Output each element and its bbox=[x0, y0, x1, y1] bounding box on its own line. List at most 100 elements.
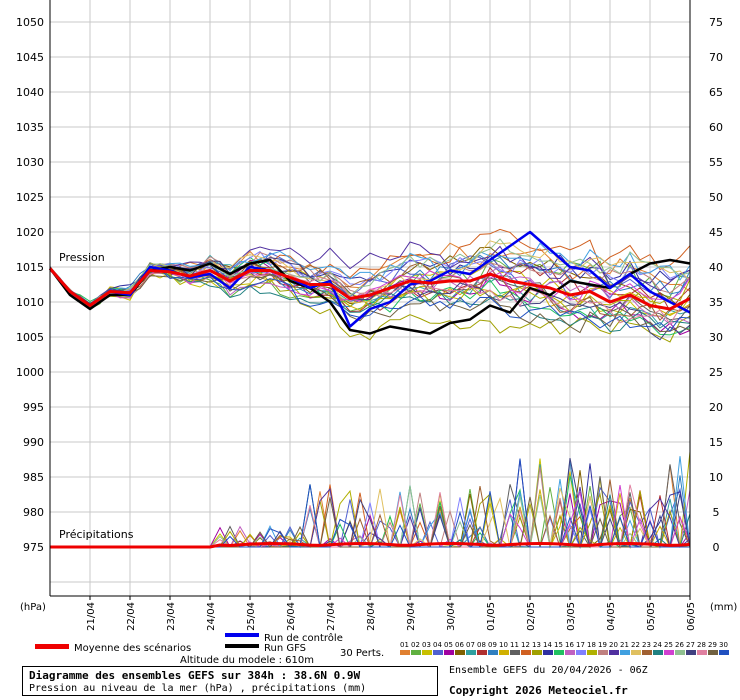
perturbation-number: 05 bbox=[444, 641, 453, 649]
perturbation-swatch bbox=[620, 650, 630, 655]
date-label: 26/04 bbox=[286, 602, 297, 631]
perturbation-number: 27 bbox=[686, 641, 695, 649]
perturbation-number: 20 bbox=[609, 641, 618, 649]
date-label: 22/04 bbox=[126, 602, 137, 631]
left-tick-label: 1045 bbox=[16, 51, 44, 64]
perturbation-number: 22 bbox=[631, 641, 640, 649]
left-tick-label: 980 bbox=[23, 506, 44, 519]
perturbation-swatch bbox=[444, 650, 454, 655]
date-label: 29/04 bbox=[406, 602, 417, 631]
perturbation-swatch bbox=[455, 650, 465, 655]
perturbation-pressure-line bbox=[49, 262, 691, 322]
perturbation-swatch bbox=[400, 650, 410, 655]
footer-box: Diagramme des ensembles GEFS sur 384h : … bbox=[22, 666, 438, 696]
right-tick-label: 45 bbox=[709, 226, 723, 239]
date-label: 25/04 bbox=[246, 602, 257, 631]
left-tick-label: 1040 bbox=[16, 86, 44, 99]
perturbation-swatch bbox=[565, 650, 575, 655]
left-tick-label: 1000 bbox=[16, 366, 44, 379]
date-label: 27/04 bbox=[326, 602, 337, 631]
date-label: 04/05 bbox=[606, 602, 617, 631]
left-tick-label: 1020 bbox=[16, 226, 44, 239]
perturbation-swatch bbox=[664, 650, 674, 655]
gfs-run-swatch bbox=[225, 644, 259, 648]
perturbation-swatch bbox=[554, 650, 564, 655]
perturbation-swatch bbox=[477, 650, 487, 655]
right-tick-label: 5 bbox=[713, 506, 720, 519]
perturbation-number: 23 bbox=[642, 641, 651, 649]
perturbation-swatch bbox=[587, 650, 597, 655]
left-tick-label: 1030 bbox=[16, 156, 44, 169]
perturbation-pressure-line bbox=[49, 268, 691, 325]
precipitation-label: Précipitations bbox=[59, 528, 134, 541]
pressure-label: Pression bbox=[59, 251, 105, 264]
right-tick-label: 20 bbox=[709, 401, 723, 414]
perturbation-number: 06 bbox=[455, 641, 464, 649]
date-label: 05/05 bbox=[646, 602, 657, 631]
left-tick-label: 975 bbox=[23, 541, 44, 554]
date-label: 21/04 bbox=[86, 602, 97, 631]
gfs-run-label: Run GFS bbox=[264, 643, 306, 654]
perturbation-pressure-line bbox=[49, 238, 691, 306]
perturbation-number: 18 bbox=[587, 641, 596, 649]
perturbation-number: 04 bbox=[433, 641, 442, 649]
date-label: 28/04 bbox=[366, 602, 377, 631]
right-tick-label: 60 bbox=[709, 121, 723, 134]
chart-legend: Run de contrôle Moyenne des scénarios Run … bbox=[35, 632, 729, 666]
date-label: 30/04 bbox=[446, 602, 457, 631]
right-tick-label: 30 bbox=[709, 331, 723, 344]
perturbation-number: 07 bbox=[466, 641, 475, 649]
left-tick-label: 1050 bbox=[16, 16, 44, 29]
date-label: 06/05 bbox=[686, 602, 697, 631]
main-series-lines bbox=[48, 230, 691, 549]
right-axis-unit: (mm) bbox=[710, 602, 737, 613]
perturbation-number: 01 bbox=[400, 641, 409, 649]
perturbation-number: 25 bbox=[664, 641, 673, 649]
right-tick-label: 50 bbox=[709, 191, 723, 204]
model-altitude-label: Altitude du modele : 610m bbox=[180, 655, 314, 666]
date-label: 02/05 bbox=[526, 602, 537, 631]
chart-subtitle: Pression au niveau de la mer (hPa) , pré… bbox=[29, 683, 367, 694]
perturbation-number: 29 bbox=[708, 641, 717, 649]
right-tick-label: 35 bbox=[709, 296, 723, 309]
perturbation-swatch bbox=[598, 650, 608, 655]
perturbation-number: 03 bbox=[422, 641, 431, 649]
mean-label: Moyenne des scénarios bbox=[74, 642, 191, 654]
left-tick-label: 1035 bbox=[16, 121, 44, 134]
perturbation-swatch bbox=[466, 650, 476, 655]
control-run-line bbox=[49, 230, 691, 328]
perturbation-swatch bbox=[653, 650, 663, 655]
perturbation-number: 17 bbox=[576, 641, 585, 649]
right-tick-label: 15 bbox=[709, 436, 723, 449]
right-tick-label: 0 bbox=[713, 541, 720, 554]
left-tick-label: 995 bbox=[23, 401, 44, 414]
left-tick-label: 1005 bbox=[16, 331, 44, 344]
control-run-label: Run de contrôle bbox=[264, 632, 343, 644]
perturbation-pressure-line bbox=[49, 240, 691, 307]
chart-frame bbox=[49, 0, 691, 597]
perturbation-number: 12 bbox=[521, 641, 530, 649]
perturbation-swatch bbox=[697, 650, 707, 655]
perturbation-number: 28 bbox=[697, 641, 706, 649]
perturbation-swatch bbox=[675, 650, 685, 655]
perturbation-number: 11 bbox=[510, 641, 519, 649]
perturbation-number: 13 bbox=[532, 641, 541, 649]
perturbation-swatch bbox=[719, 650, 729, 655]
perturbation-swatch bbox=[411, 650, 421, 655]
perturbation-number: 16 bbox=[565, 641, 574, 649]
date-label: 23/04 bbox=[166, 602, 177, 631]
perturbation-swatch bbox=[642, 650, 652, 655]
perturbation-swatch bbox=[686, 650, 696, 655]
right-tick-label: 75 bbox=[709, 16, 723, 29]
right-tick-label: 65 bbox=[709, 86, 723, 99]
perturbation-swatch bbox=[499, 650, 509, 655]
perturbation-number: 19 bbox=[598, 641, 607, 649]
right-tick-label: 70 bbox=[709, 51, 723, 64]
left-axis-unit: (hPa) bbox=[20, 602, 46, 613]
perturbation-swatch bbox=[708, 650, 718, 655]
run-info: Ensemble GEFS du 20/04/2026 - 06Z bbox=[449, 665, 648, 676]
perturbation-number: 10 bbox=[499, 641, 508, 649]
left-tick-label: 990 bbox=[23, 436, 44, 449]
